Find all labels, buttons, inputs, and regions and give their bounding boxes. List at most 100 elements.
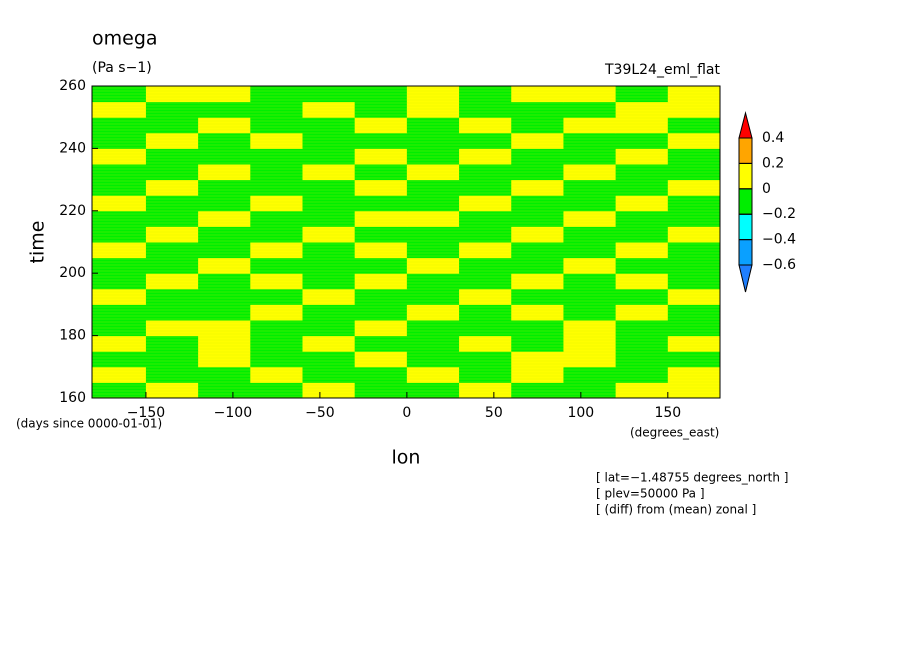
- y-tick-label: 180: [59, 328, 86, 344]
- cell: [667, 351, 721, 368]
- plot-frame: [91, 85, 721, 399]
- cell: [459, 304, 512, 321]
- cell: [92, 257, 147, 274]
- cell: [511, 366, 564, 383]
- cell: [250, 257, 303, 274]
- cell: [615, 273, 669, 290]
- cell: [667, 210, 721, 227]
- cell: [302, 273, 356, 290]
- cell: [354, 335, 408, 352]
- y-tick-label: 160: [59, 390, 86, 406]
- colorbar-label: −0.4: [762, 232, 796, 248]
- cell: [92, 335, 147, 352]
- colorbar-box: [738, 137, 753, 164]
- cell: [92, 101, 147, 118]
- cell: [459, 226, 512, 243]
- cell: [145, 351, 199, 368]
- cell: [511, 288, 564, 305]
- cell: [563, 132, 617, 149]
- x-tick-label: 50: [485, 405, 503, 421]
- cell: [302, 304, 356, 321]
- cell: [511, 257, 564, 274]
- cell: [354, 382, 408, 399]
- cell: [250, 288, 303, 305]
- cell: [511, 195, 564, 212]
- cell: [406, 366, 460, 383]
- cell: [615, 195, 669, 212]
- cell: [302, 257, 356, 274]
- cell: [615, 304, 669, 321]
- cell: [511, 382, 564, 399]
- cell: [615, 382, 669, 399]
- cell: [354, 351, 408, 368]
- cell: [250, 117, 303, 134]
- cell: [145, 273, 199, 290]
- cell: [250, 101, 303, 118]
- cell: [459, 273, 512, 290]
- x-axis-label: lon: [392, 447, 421, 469]
- cell: [406, 382, 460, 399]
- cell: [511, 304, 564, 321]
- cell: [406, 148, 460, 165]
- cell: [198, 101, 251, 118]
- cell: [406, 101, 460, 118]
- colorbar-label: 0: [762, 181, 771, 197]
- x-tick-label: −150: [127, 405, 165, 421]
- cell: [563, 382, 617, 399]
- cell: [563, 351, 617, 368]
- y-tick-label: 200: [59, 265, 86, 281]
- cell: [354, 132, 408, 149]
- cell: [354, 366, 408, 383]
- cell: [198, 226, 251, 243]
- cell: [667, 195, 721, 212]
- y-units: (days since 0000-01-01): [16, 417, 162, 431]
- cell: [250, 304, 303, 321]
- cell: [406, 304, 460, 321]
- cell: [354, 257, 408, 274]
- cell: [145, 179, 199, 196]
- cell: [459, 132, 512, 149]
- cell: [145, 304, 199, 321]
- cell: [145, 226, 199, 243]
- colorbar-label: −0.6: [762, 257, 796, 273]
- cell: [459, 335, 512, 352]
- cell: [354, 210, 408, 227]
- cell: [250, 366, 303, 383]
- cell: [250, 226, 303, 243]
- cell: [459, 101, 512, 118]
- x-tick-label: −50: [305, 405, 335, 421]
- colorbar-box: [738, 239, 753, 266]
- colorbar-label: 0.2: [762, 155, 784, 171]
- colorbar-under: [738, 264, 753, 293]
- cell: [198, 304, 251, 321]
- cell: [615, 101, 669, 118]
- cell: [511, 351, 564, 368]
- cell: [615, 210, 669, 227]
- cell: [459, 366, 512, 383]
- cell: [198, 382, 251, 399]
- cell: [563, 195, 617, 212]
- cell: [145, 366, 199, 383]
- cell: [406, 288, 460, 305]
- dataset: T39L24_eml_flat: [604, 62, 721, 78]
- cell: [250, 195, 303, 212]
- cell: [511, 101, 564, 118]
- cell: [250, 351, 303, 368]
- cell: [145, 132, 199, 149]
- cell: [511, 179, 564, 196]
- cell: [563, 366, 617, 383]
- cell: [511, 132, 564, 149]
- cell: [563, 304, 617, 321]
- cell: [563, 226, 617, 243]
- note: [ plev=50000 Pa ]: [596, 487, 705, 501]
- cell: [250, 210, 303, 227]
- cell: [92, 304, 147, 321]
- cell: [250, 382, 303, 399]
- cell: [563, 101, 617, 118]
- cell: [406, 226, 460, 243]
- cell: [145, 335, 199, 352]
- y-tick-label: 240: [59, 140, 86, 156]
- cell: [92, 366, 147, 383]
- cell: [92, 226, 147, 243]
- cell: [302, 101, 356, 118]
